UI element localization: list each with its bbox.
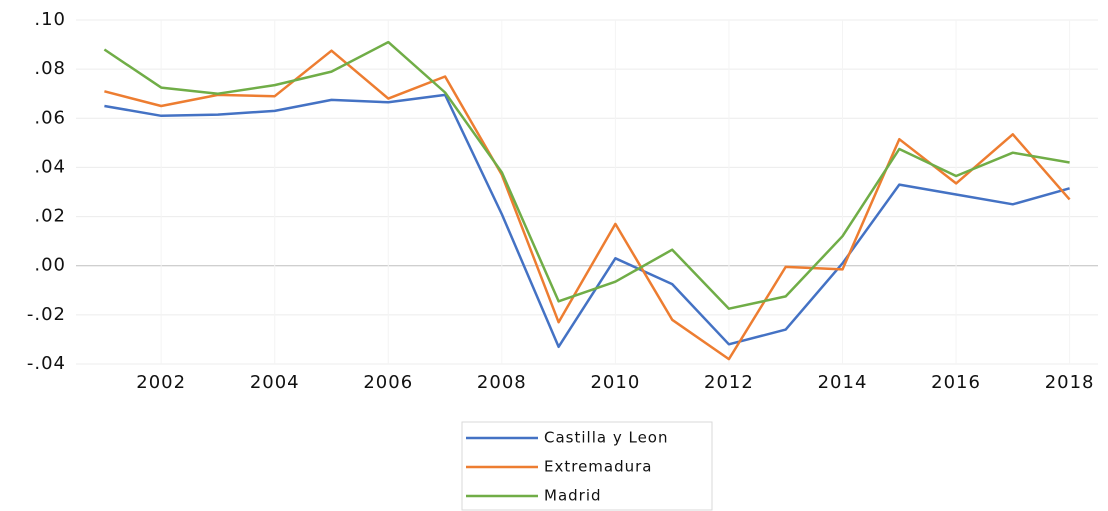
y-tick-label: -.02 [27,304,66,325]
x-tick-label: 2016 [931,372,981,393]
x-tick-label: 2008 [477,372,527,393]
y-tick-label: .00 [34,255,66,276]
y-tick-label: .06 [34,107,66,128]
series-line [104,49,1071,361]
x-tick-label: 2002 [136,372,186,393]
y-tick-label: -.04 [27,353,66,374]
series-line [103,40,1070,310]
legend-label: Castilla y Leon [544,429,668,447]
legend: Castilla y Leon Extremadura Madrid [461,421,713,511]
y-tick-label: .02 [34,206,66,227]
x-tick-label: 2004 [250,372,300,393]
x-tick-label: 2014 [818,372,868,393]
y-tick-label: .08 [34,58,66,79]
legend-label: Madrid [544,487,602,505]
x-tick-label: 2006 [363,372,413,393]
y-tick-label: .04 [34,156,66,177]
x-tick-label: 2012 [704,372,754,393]
series-line [104,93,1070,349]
x-tick-label: 2018 [1045,372,1095,393]
legend-label: Extremadura [544,458,653,476]
y-tick-label: .10 [34,9,66,30]
x-tick-label: 2010 [590,372,640,393]
